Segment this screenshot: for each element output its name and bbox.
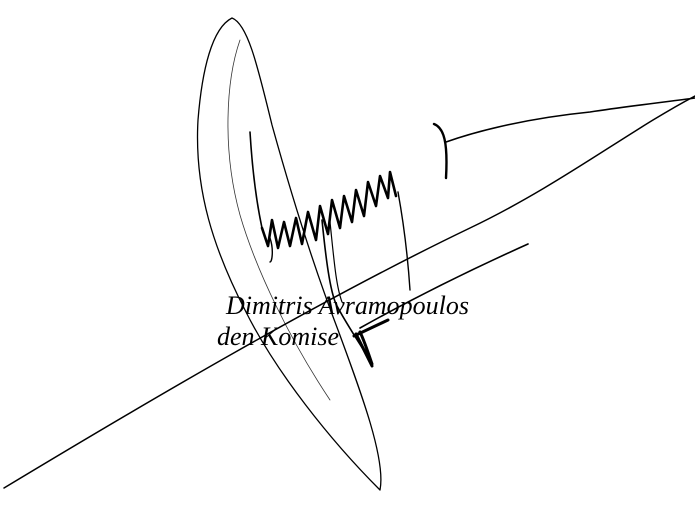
signature-stem-second-stroke — [329, 221, 343, 303]
signatory-name: Dimitris Avramopoulos — [226, 291, 469, 320]
signature-right-vertical-stroke — [397, 191, 411, 291]
signature-connector-stroke — [269, 237, 273, 263]
signature-loop-inner-stroke — [227, 39, 331, 401]
signature-diagonal-stroke — [3, 95, 695, 489]
signature-loop-stroke — [196, 17, 382, 491]
signatory-role: den Komise — [217, 322, 340, 351]
signature-arrow-shaft-stroke — [359, 243, 529, 329]
signature-arrowhead-stroke — [352, 318, 390, 368]
signature-descender-stroke — [249, 131, 263, 229]
signatory-caption: Dimitris Avramopoulos den Komise — [217, 290, 469, 352]
signature-flourish-stroke — [445, 97, 695, 143]
signature-stem-stroke — [321, 219, 371, 361]
signature-zigzag-stroke — [260, 170, 398, 250]
signature-hook-stroke — [432, 122, 448, 180]
